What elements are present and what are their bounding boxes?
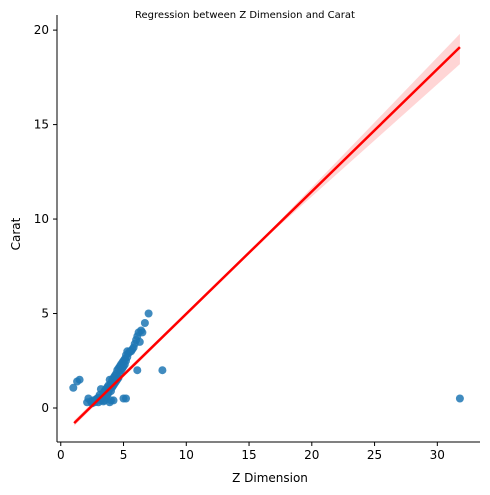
x-axis-ticks: 0 5 10 15 20 25 30 — [57, 442, 445, 462]
data-point — [133, 366, 142, 375]
data-point — [75, 375, 84, 384]
x-axis-label: Z Dimension — [232, 471, 308, 485]
y-tick-label: 15 — [34, 118, 49, 132]
x-tick-label: 30 — [430, 448, 445, 462]
data-point — [135, 337, 144, 346]
y-tick-label: 20 — [34, 23, 49, 37]
x-tick-label: 20 — [304, 448, 319, 462]
data-point — [69, 383, 78, 392]
y-tick-label: 5 — [41, 307, 49, 321]
data-point — [122, 394, 130, 403]
data-point — [140, 319, 149, 327]
x-tick-label: 15 — [241, 448, 256, 462]
data-point — [144, 309, 153, 318]
y-axis-label: Carat — [9, 217, 23, 250]
x-tick-label: 0 — [57, 448, 65, 462]
scatter-points — [69, 309, 464, 408]
plot-area — [69, 33, 464, 426]
data-point — [158, 366, 167, 375]
data-point — [138, 328, 147, 337]
x-tick-label: 10 — [179, 448, 194, 462]
data-point — [107, 396, 115, 405]
x-tick-label: 25 — [367, 448, 382, 462]
y-tick-label: 0 — [41, 401, 49, 415]
chart-title: Regression between Z Dimension and Carat — [135, 10, 355, 21]
y-tick-label: 10 — [34, 212, 49, 226]
y-axis-ticks: 0 5 10 15 20 — [34, 23, 57, 415]
x-tick-label: 5 — [120, 448, 128, 462]
data-point — [455, 394, 464, 403]
regression-line — [73, 46, 461, 425]
